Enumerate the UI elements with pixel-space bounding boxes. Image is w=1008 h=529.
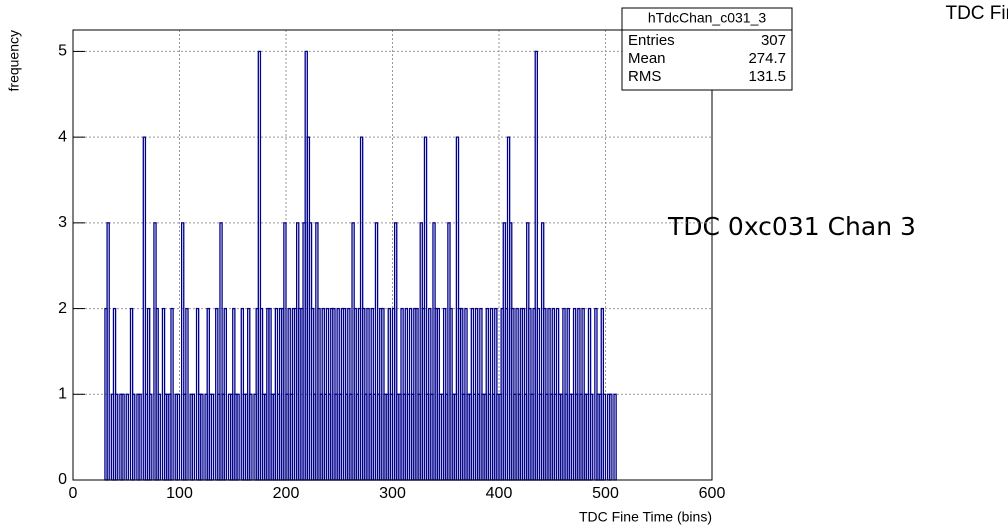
bar [176, 393, 181, 481]
y-tick-label: 1 [58, 386, 67, 403]
bar [609, 393, 613, 481]
stats-title: hTdcChan_c031_3 [648, 10, 767, 26]
stats-value: 131.5 [748, 68, 786, 85]
bar [200, 393, 204, 481]
bar [138, 393, 142, 481]
annotation: TDC 0xc031 Chan 3 [667, 212, 916, 241]
bar [602, 393, 607, 481]
stats-box [621, 7, 793, 91]
y-tick-label: 3 [58, 214, 67, 231]
y-axis-label: frequency [6, 30, 22, 91]
bar [249, 393, 253, 481]
bar [121, 393, 125, 481]
x-axis-label: TDC Fine Time (bins) [579, 509, 712, 525]
bar [191, 393, 196, 481]
y-tick-label: 2 [58, 300, 67, 317]
y-tick-label: 0 [58, 471, 67, 488]
bar [589, 393, 594, 481]
x-tick-label: 600 [699, 485, 726, 502]
bar [125, 393, 130, 481]
bar [131, 393, 136, 481]
x-tick-label: 300 [379, 485, 406, 502]
bar [613, 393, 617, 481]
bar [157, 393, 161, 481]
chart-title: TDC Fine Time (bins) [945, 3, 1008, 24]
bar [170, 307, 174, 481]
x-tick-label: 0 [69, 485, 78, 502]
bar [114, 393, 119, 481]
y-tick-label: 4 [58, 128, 67, 145]
x-tick-label: 200 [273, 485, 300, 502]
x-tick-label: 400 [486, 485, 513, 502]
bar [106, 222, 110, 481]
stats-key: Mean [628, 50, 666, 67]
stats-value: 307 [761, 32, 786, 49]
stats-key: Entries [628, 32, 675, 49]
y-tick-label: 5 [58, 43, 67, 60]
bar [210, 393, 215, 481]
plot-frame [72, 29, 713, 481]
x-tick-label: 100 [166, 485, 193, 502]
x-tick-label: 500 [592, 485, 619, 502]
stats-key: RMS [628, 68, 661, 85]
stats-value: 274.7 [748, 50, 786, 67]
bar [236, 393, 240, 481]
bar [149, 393, 153, 481]
